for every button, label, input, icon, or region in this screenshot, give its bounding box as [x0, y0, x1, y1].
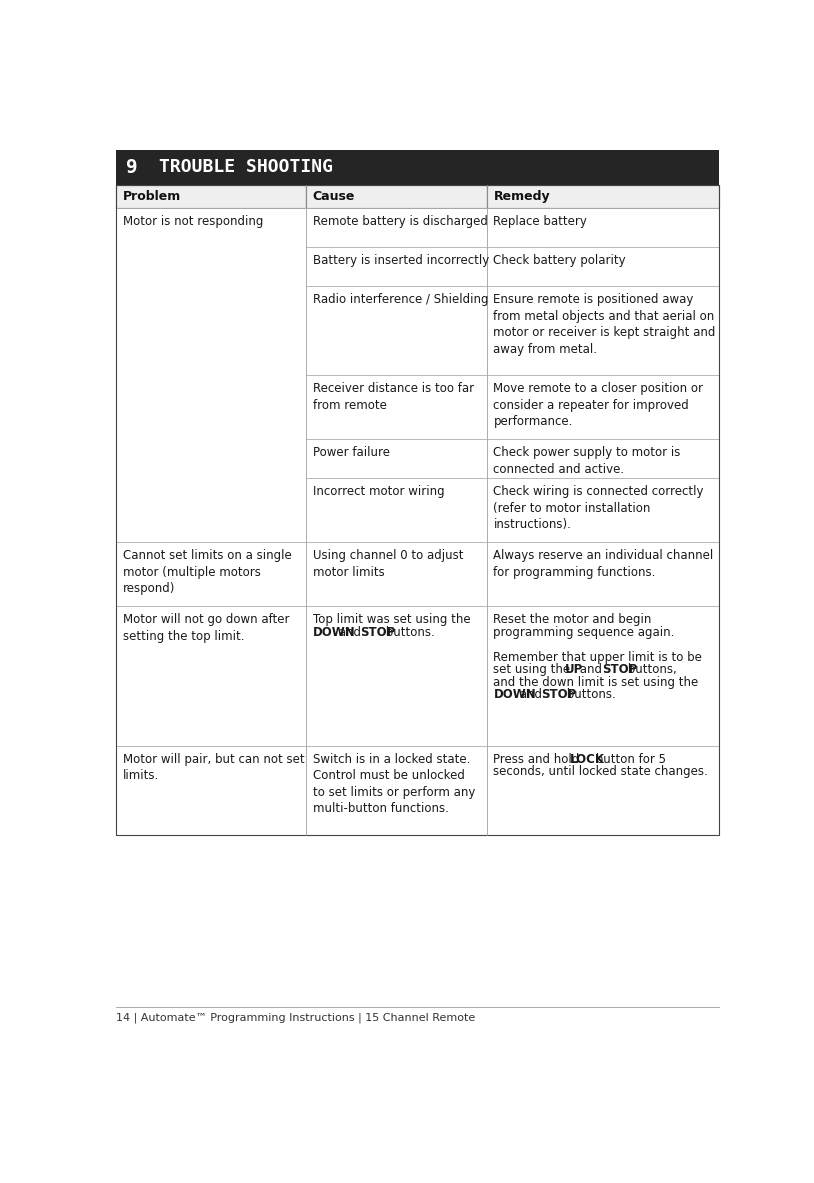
- Text: Press and hold: Press and hold: [493, 752, 584, 765]
- Text: 9: 9: [126, 157, 138, 177]
- Text: Check battery polarity: Check battery polarity: [493, 254, 626, 267]
- Text: Check power supply to motor is
connected and active.: Check power supply to motor is connected…: [493, 446, 681, 476]
- Text: STOP: STOP: [602, 664, 637, 677]
- Text: DOWN: DOWN: [313, 626, 356, 639]
- Text: buttons,: buttons,: [624, 664, 676, 677]
- Bar: [487, 745, 719, 835]
- Text: Remote battery is discharged: Remote battery is discharged: [313, 215, 488, 228]
- Text: Motor is not responding: Motor is not responding: [123, 215, 263, 228]
- Text: 14 | Automate™ Programming Instructions | 15 Channel Remote: 14 | Automate™ Programming Instructions …: [116, 1013, 475, 1023]
- Text: buttons.: buttons.: [383, 626, 435, 639]
- Text: Power failure: Power failure: [313, 446, 390, 459]
- Bar: [116, 150, 719, 185]
- Text: Move remote to a closer position or
consider a repeater for improved
performance: Move remote to a closer position or cons…: [493, 382, 703, 428]
- Text: STOP: STOP: [541, 689, 576, 702]
- Bar: [305, 375, 487, 439]
- Text: DOWN: DOWN: [493, 689, 536, 702]
- Text: button for 5: button for 5: [593, 752, 667, 765]
- Bar: [116, 208, 305, 542]
- Bar: [487, 542, 719, 606]
- Text: Radio interference / Shielding: Radio interference / Shielding: [313, 293, 488, 306]
- Text: Always reserve an individual channel
for programming functions.: Always reserve an individual channel for…: [493, 549, 714, 578]
- Text: Cannot set limits on a single
motor (multiple motors
respond): Cannot set limits on a single motor (mul…: [123, 549, 291, 595]
- Bar: [487, 286, 719, 375]
- Bar: [305, 439, 487, 478]
- Text: buttons.: buttons.: [563, 689, 616, 702]
- Text: Switch is in a locked state.
Control must be unlocked
to set limits or perform a: Switch is in a locked state. Control mus…: [313, 752, 475, 815]
- Bar: [305, 542, 487, 606]
- Text: Top limit was set using the: Top limit was set using the: [313, 613, 470, 626]
- Text: Battery is inserted incorrectly: Battery is inserted incorrectly: [313, 254, 489, 267]
- Text: programming sequence again.: programming sequence again.: [493, 626, 675, 639]
- Bar: [487, 606, 719, 745]
- Bar: [305, 478, 487, 542]
- Bar: [116, 745, 305, 835]
- Text: and: and: [515, 689, 545, 702]
- Text: Remember that upper limit is to be: Remember that upper limit is to be: [493, 651, 702, 664]
- Bar: [487, 185, 719, 208]
- Bar: [305, 247, 487, 286]
- Text: Incorrect motor wiring: Incorrect motor wiring: [313, 485, 444, 498]
- Bar: [305, 208, 487, 247]
- Bar: [116, 606, 305, 745]
- Text: and: and: [335, 626, 365, 639]
- Bar: [305, 286, 487, 375]
- Text: and: and: [576, 664, 606, 677]
- Bar: [487, 375, 719, 439]
- Text: Motor will pair, but can not set
limits.: Motor will pair, but can not set limits.: [123, 752, 304, 782]
- Bar: [305, 185, 487, 208]
- Bar: [487, 208, 719, 247]
- Bar: [487, 439, 719, 478]
- Bar: [116, 185, 719, 835]
- Bar: [116, 542, 305, 606]
- Text: Reset the motor and begin: Reset the motor and begin: [493, 613, 652, 626]
- Bar: [487, 478, 719, 542]
- Text: Motor will not go down after
setting the top limit.: Motor will not go down after setting the…: [123, 613, 289, 642]
- Text: Problem: Problem: [123, 190, 181, 203]
- Text: seconds, until locked state changes.: seconds, until locked state changes.: [493, 765, 708, 778]
- Text: Receiver distance is too far
from remote: Receiver distance is too far from remote: [313, 382, 474, 412]
- Text: Check wiring is connected correctly
(refer to motor installation
instructions).: Check wiring is connected correctly (ref…: [493, 485, 704, 531]
- Text: set using the: set using the: [493, 664, 575, 677]
- Bar: [305, 745, 487, 835]
- Text: LOCK: LOCK: [571, 752, 606, 765]
- Bar: [305, 606, 487, 745]
- Text: Remedy: Remedy: [493, 190, 550, 203]
- Text: TROUBLE SHOOTING: TROUBLE SHOOTING: [159, 159, 333, 176]
- Bar: [487, 247, 719, 286]
- Text: UP: UP: [565, 664, 584, 677]
- Text: Ensure remote is positioned away
from metal objects and that aerial on
motor or : Ensure remote is positioned away from me…: [493, 293, 716, 356]
- Text: Cause: Cause: [313, 190, 355, 203]
- Text: and the down limit is set using the: and the down limit is set using the: [493, 675, 698, 689]
- Text: Replace battery: Replace battery: [493, 215, 588, 228]
- Text: Using channel 0 to adjust
motor limits: Using channel 0 to adjust motor limits: [313, 549, 463, 578]
- Text: STOP: STOP: [361, 626, 396, 639]
- Bar: [116, 185, 305, 208]
